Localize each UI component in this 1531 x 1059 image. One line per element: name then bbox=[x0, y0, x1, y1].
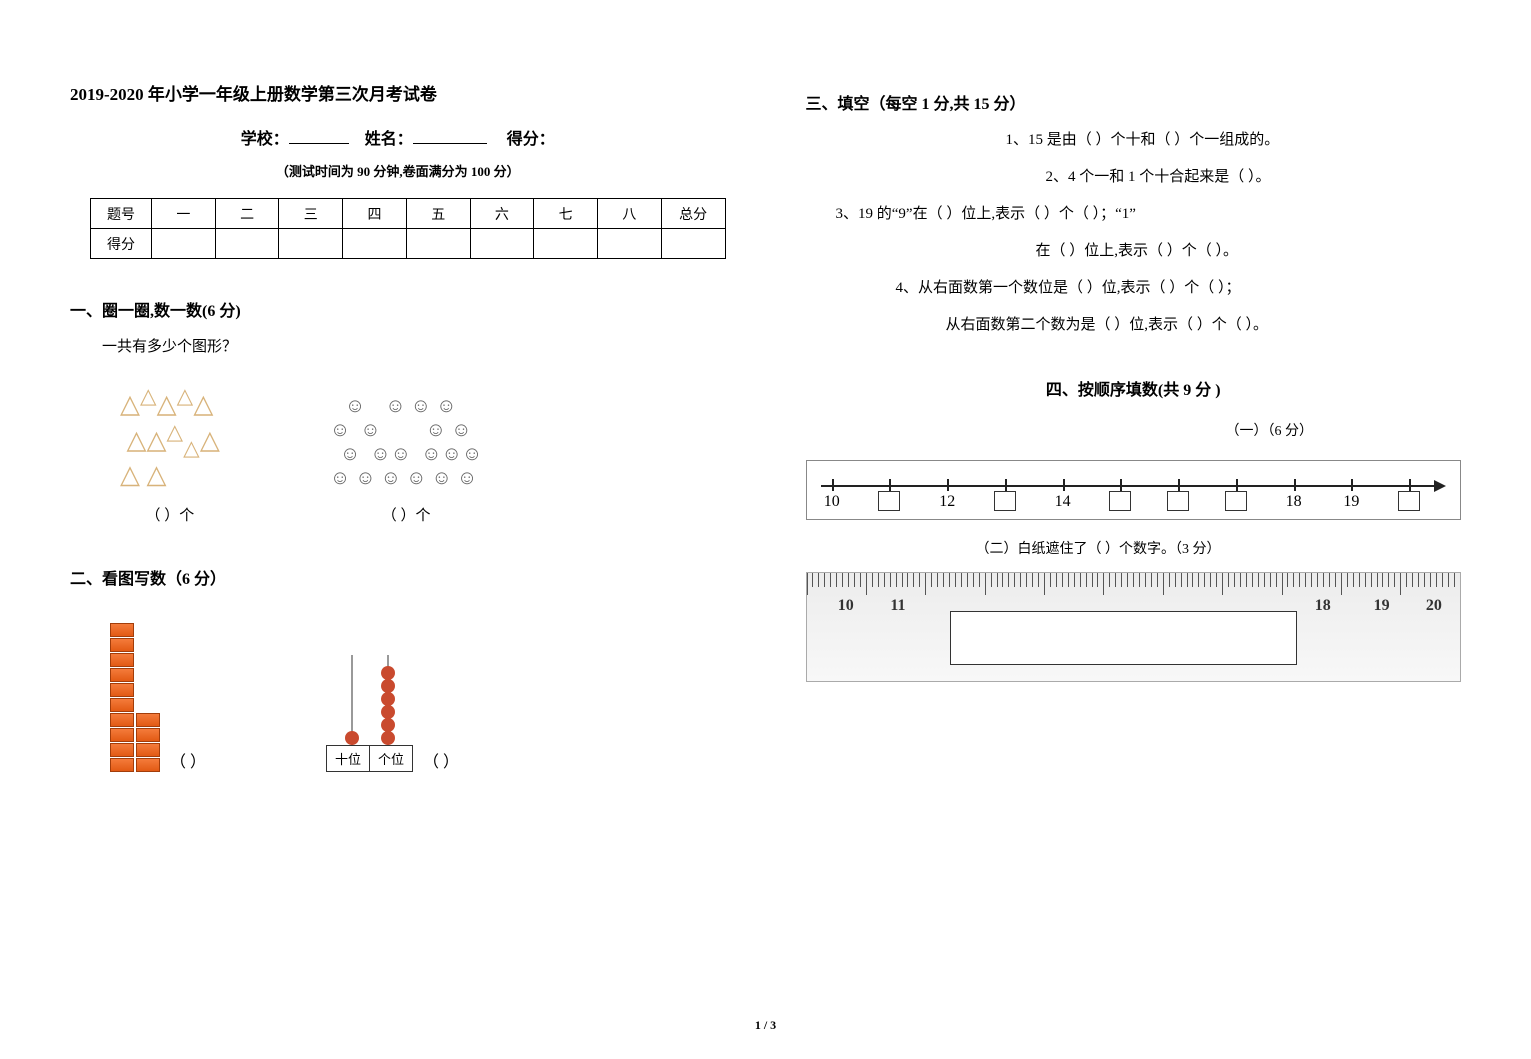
score-col: 六 bbox=[470, 199, 534, 229]
page-footer: 1 / 3 bbox=[0, 1018, 1531, 1033]
name-label: 姓名： bbox=[365, 131, 413, 148]
q1-blank-right: （ ）个 bbox=[382, 504, 431, 525]
score-col: 四 bbox=[343, 199, 407, 229]
triangles-icon: △△△△△ △△△△△ △ △ bbox=[120, 384, 220, 490]
score-row-label-2: 得分 bbox=[91, 229, 152, 259]
score-col: 总分 bbox=[661, 199, 725, 229]
score-col: 七 bbox=[534, 199, 598, 229]
score-cell bbox=[597, 229, 661, 259]
score-col: 三 bbox=[279, 199, 343, 229]
abacus-icon: 十位 个位 bbox=[326, 655, 413, 772]
score-cell bbox=[215, 229, 279, 259]
q4-sub1-label: （一）（6 分） bbox=[1226, 420, 1462, 440]
q1-prompt: 一共有多少个图形？ bbox=[102, 335, 726, 356]
score-row-label-1: 题号 bbox=[91, 199, 152, 229]
q3-line3a: 3、19 的“9”在（ ）位上,表示（ ）个（ ）；“1” bbox=[836, 202, 1462, 223]
paper-title: 2019-2020 年小学一年级上册数学第三次月考试卷 bbox=[70, 80, 726, 105]
header-line: 学校： 姓名： 得分： bbox=[70, 125, 726, 149]
q3-line4b: 从右面数第二个数为是（ ）位,表示（ ）个（ ）。 bbox=[946, 313, 1462, 334]
score-cell bbox=[279, 229, 343, 259]
score-cell bbox=[152, 229, 216, 259]
paper-cover bbox=[950, 611, 1296, 665]
q3-line2: 2、4 个一和 1 个十合起来是（ ）。 bbox=[1046, 165, 1462, 186]
duration-note: （测试时间为 90 分钟,卷面满分为 100 分） bbox=[70, 161, 726, 180]
score-cell bbox=[406, 229, 470, 259]
score-cell bbox=[470, 229, 534, 259]
q1-heading: 一、圈一圈,数一数(6 分) bbox=[70, 297, 726, 321]
q2-figures: （ ） 十位 个位 （ ） bbox=[110, 623, 726, 772]
q3-line3b: 在（ ）位上,表示（ ）个（ ）。 bbox=[1036, 239, 1462, 260]
name-blank bbox=[413, 128, 487, 144]
score-col: 八 bbox=[597, 199, 661, 229]
score-cell bbox=[661, 229, 725, 259]
cubes-icon bbox=[110, 623, 160, 772]
score-cell bbox=[534, 229, 598, 259]
ruler-num: 10 bbox=[838, 597, 854, 615]
ruler-num: 18 bbox=[1315, 597, 1331, 615]
place-tens-label: 十位 bbox=[327, 746, 370, 771]
score-col: 五 bbox=[406, 199, 470, 229]
score-col: 二 bbox=[215, 199, 279, 229]
score-label: 得分： bbox=[507, 131, 555, 148]
ruler: 10 11 18 19 20 bbox=[806, 572, 1462, 682]
ruler-num: 11 bbox=[890, 597, 905, 615]
q3-line4a: 4、从右面数第一个数位是（ ）位,表示（ ）个（ ）； bbox=[896, 276, 1462, 297]
q4-sub2-label: （二）白纸遮住了（ ）个数字。（3 分） bbox=[976, 538, 1462, 558]
q4-heading: 四、按顺序填数(共 9 分 ) bbox=[806, 376, 1462, 400]
q2-heading: 二、看图写数（6 分） bbox=[70, 565, 726, 589]
q3-heading: 三、填空（每空 1 分,共 15 分） bbox=[806, 90, 1462, 114]
place-ones-label: 个位 bbox=[370, 746, 412, 771]
ruler-num: 20 bbox=[1426, 597, 1442, 615]
q3-line1: 1、15 是由（ ）个十和（ ）个一组成的。 bbox=[1006, 128, 1462, 149]
ruler-num: 19 bbox=[1374, 597, 1390, 615]
score-table: 题号 一 二 三 四 五 六 七 八 总分 得分 bbox=[90, 198, 726, 259]
smileys-icon: ☺ ☺ ☺ ☺ ☺ ☺ ☺ ☺ ☺ ☺☺ ☺☺☺ ☺ ☺ ☺ ☺ ☺ ☺ bbox=[330, 394, 483, 490]
q2-blank-left: （ ） bbox=[170, 748, 206, 772]
score-cell bbox=[343, 229, 407, 259]
q1-blank-left: （ ）个 bbox=[146, 504, 195, 525]
school-blank bbox=[289, 128, 349, 144]
q2-blank-right: （ ） bbox=[423, 748, 459, 772]
score-col: 一 bbox=[152, 199, 216, 229]
school-label: 学校： bbox=[241, 131, 289, 148]
numberline: 1012141819 bbox=[806, 460, 1462, 520]
q1-shapes: △△△△△ △△△△△ △ △ （ ）个 ☺ ☺ ☺ ☺ ☺ ☺ ☺ ☺ ☺ ☺… bbox=[120, 384, 726, 525]
